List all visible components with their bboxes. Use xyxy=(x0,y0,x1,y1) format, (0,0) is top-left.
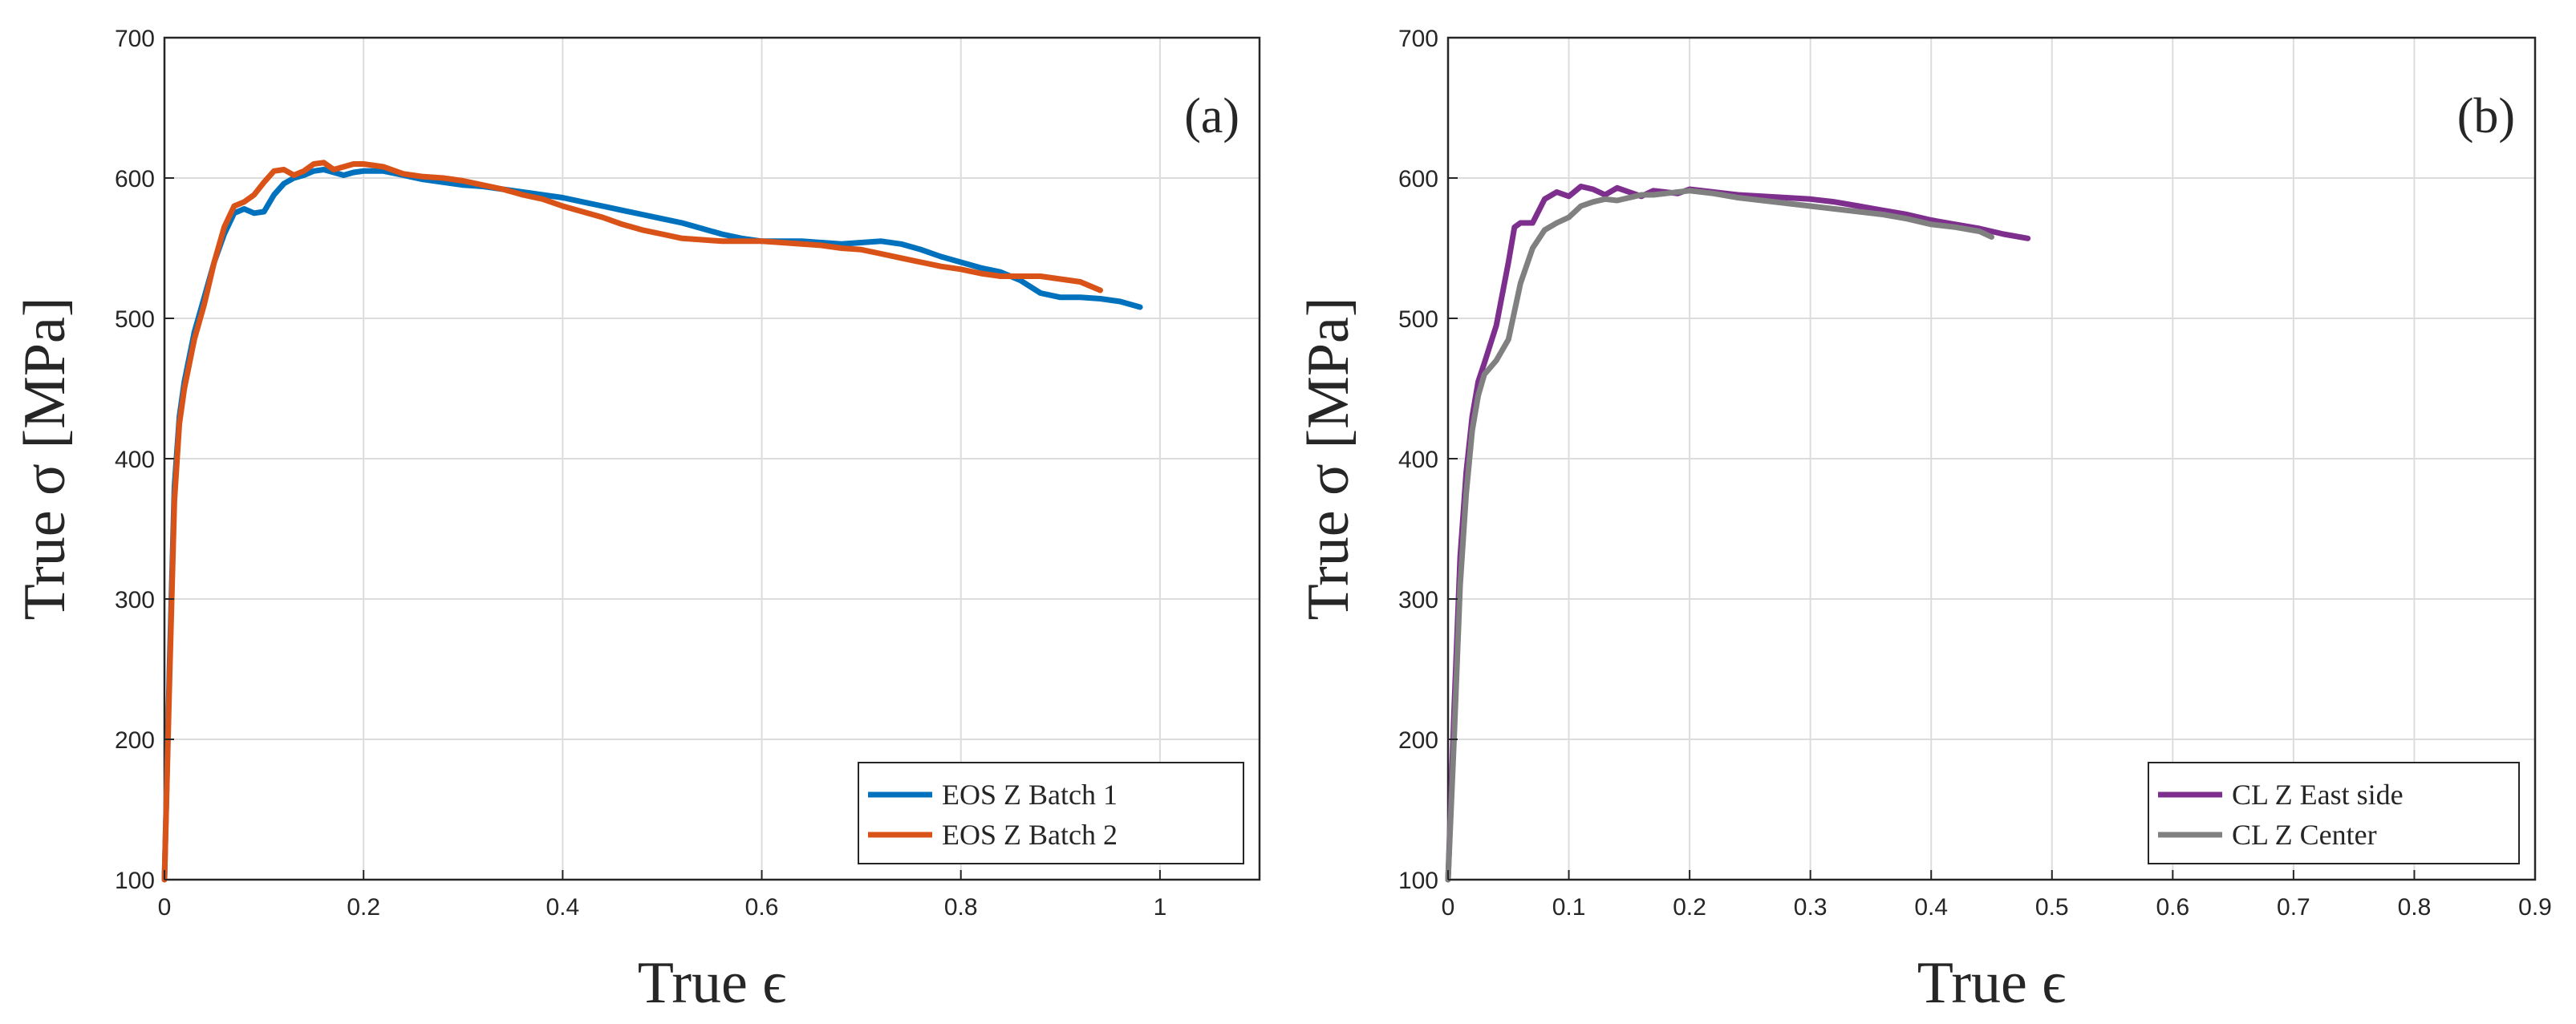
y-axis-label: True σ [MPa] xyxy=(12,297,78,620)
legend-entry-cl-z-center: CL Z Center xyxy=(2232,819,2377,851)
legend-entry-eos-z-batch-1: EOS Z Batch 1 xyxy=(942,779,1118,811)
x-tick-labels: 0 0.1 0.2 0.3 0.4 0.5 0.6 0.7 0.8 0.9 xyxy=(1442,870,2552,921)
y-tick-labels: 100 200 300 400 500 600 700 xyxy=(115,26,174,894)
x-tick-label: 0.4 xyxy=(1914,894,1948,921)
x-tick-label: 0.2 xyxy=(347,894,380,921)
chart-panel-a: 0 0.2 0.4 0.6 0.8 1 100 200 300 400 500 600 700 Tru… xyxy=(12,26,1261,1016)
y-tick-label: 100 xyxy=(115,868,155,894)
x-tick-label: 0 xyxy=(1442,894,1455,921)
series-layer xyxy=(161,160,1143,883)
y-tick-label: 400 xyxy=(115,447,155,473)
y-tick-label: 600 xyxy=(115,166,155,192)
y-tick-label: 300 xyxy=(1398,587,1438,613)
legend-box xyxy=(2148,762,2520,864)
series-line-eos-z-batch-2 xyxy=(161,160,1103,883)
x-tick-label: 0.8 xyxy=(2398,894,2432,921)
legend-box xyxy=(858,762,1244,864)
x-tick-label: 0.7 xyxy=(2277,894,2310,921)
x-tick-label: 0.8 xyxy=(944,894,978,921)
legend-entry-eos-z-batch-2: EOS Z Batch 2 xyxy=(942,819,1118,851)
series-line-eos-z-batch-1 xyxy=(161,167,1143,883)
legend: EOS Z Batch 1 EOS Z Batch 2 xyxy=(858,762,1244,864)
series-line-cl-z-center xyxy=(1445,188,1994,883)
x-axis-label: True ϵ xyxy=(638,950,787,1016)
y-tick-label: 500 xyxy=(1398,306,1438,333)
y-axis-label: True σ [MPa] xyxy=(1296,297,1361,620)
y-tick-label: 500 xyxy=(115,306,155,333)
x-tick-label: 0.6 xyxy=(2156,894,2189,921)
x-tick-labels: 0 0.2 0.4 0.6 0.8 1 xyxy=(158,870,1167,921)
y-tick-label: 400 xyxy=(1398,447,1438,473)
x-tick-label: 0.5 xyxy=(2035,894,2069,921)
x-tick-label: 0.4 xyxy=(546,894,580,921)
series-layer xyxy=(1445,184,2031,883)
x-tick-label: 0.2 xyxy=(1673,894,1706,921)
panel-label: (a) xyxy=(1184,89,1239,144)
y-tick-label: 200 xyxy=(115,727,155,754)
y-tick-label: 700 xyxy=(115,26,155,52)
panel-label: (b) xyxy=(2457,89,2515,144)
series-line-cl-z-east-side xyxy=(1445,184,2031,883)
legend: CL Z East side CL Z Center xyxy=(2148,762,2520,864)
legend-entry-cl-z-east-side: CL Z East side xyxy=(2232,779,2404,811)
y-tick-label: 300 xyxy=(115,587,155,613)
x-tick-label: 0 xyxy=(158,894,172,921)
y-tick-label: 700 xyxy=(1398,26,1438,52)
chart-panel-b: 0 0.1 0.2 0.3 0.4 0.5 0.6 0.7 0.8 0.9 100 200 300 40… xyxy=(1296,26,2552,1016)
y-tick-label: 200 xyxy=(1398,727,1438,754)
x-axis-label: True ϵ xyxy=(1917,950,2067,1016)
y-tick-labels: 100 200 300 400 500 600 700 xyxy=(1398,26,1458,894)
x-tick-label: 1 xyxy=(1154,894,1167,921)
x-tick-label: 0.1 xyxy=(1552,894,1586,921)
x-tick-label: 0.9 xyxy=(2518,894,2552,921)
x-tick-label: 0.3 xyxy=(1794,894,1828,921)
y-tick-label: 600 xyxy=(1398,166,1438,192)
y-tick-label: 100 xyxy=(1398,868,1438,894)
x-tick-label: 0.6 xyxy=(745,894,779,921)
